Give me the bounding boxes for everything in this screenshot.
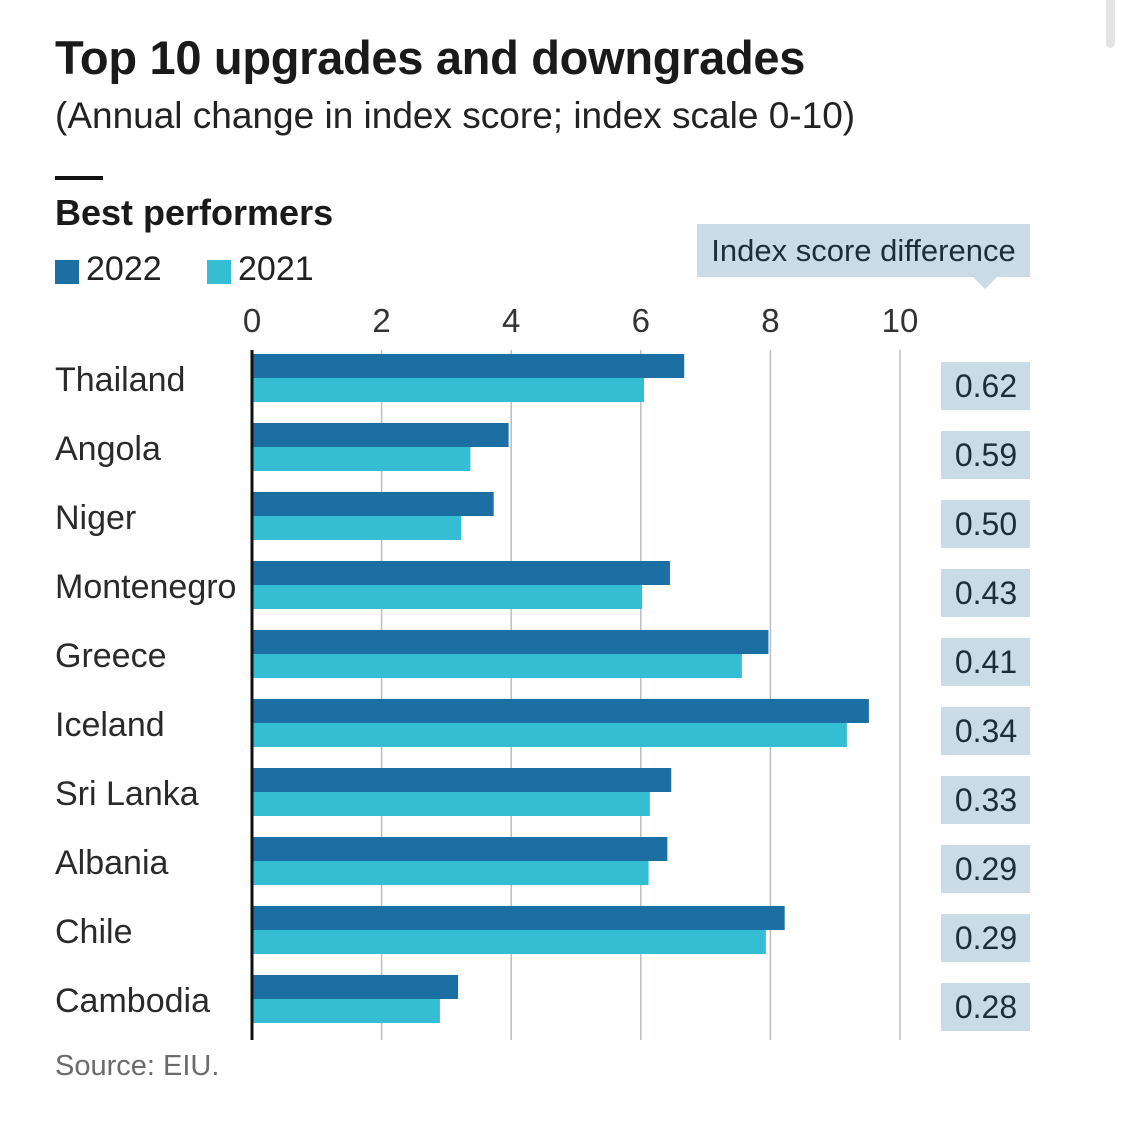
scrollbar-thumb[interactable] [1106, 0, 1115, 48]
difference-value: 0.29 [955, 920, 1017, 956]
difference-value: 0.33 [955, 782, 1017, 818]
x-tick-label-2: 2 [372, 302, 390, 339]
x-tick-label-8: 8 [761, 302, 779, 339]
difference-box [941, 845, 1030, 893]
difference-box [941, 362, 1030, 410]
difference-box [941, 707, 1030, 755]
bar-2021-cambodia [252, 999, 440, 1023]
category-label: Angola [55, 430, 161, 468]
legend-swatch-2022 [55, 260, 79, 284]
bar-2022-niger [252, 492, 494, 516]
difference-value: 0.29 [955, 851, 1017, 887]
x-tick-label-6: 6 [632, 302, 650, 339]
category-label: Greece [55, 637, 167, 675]
difference-box [941, 431, 1030, 479]
difference-box [941, 638, 1030, 686]
bar-2022-sri-lanka [252, 768, 672, 792]
bar-2021-angola [252, 447, 471, 471]
chart-subtitle: (Annual change in index score; index sca… [55, 95, 856, 136]
category-label: Cambodia [55, 982, 210, 1020]
category-label: Chile [55, 913, 132, 951]
bar-2022-angola [252, 423, 509, 447]
legend-swatch-2021 [207, 260, 231, 284]
title-rule [55, 176, 103, 180]
difference-box [941, 983, 1030, 1031]
bar-2022-thailand [252, 354, 685, 378]
bar-2022-chile [252, 906, 785, 930]
bar-2021-iceland [252, 723, 847, 747]
difference-value: 0.43 [955, 575, 1017, 611]
category-label: Iceland [55, 706, 165, 744]
bar-2022-cambodia [252, 975, 459, 999]
bar-2022-greece [252, 630, 769, 654]
difference-value: 0.34 [955, 713, 1017, 749]
bar-2022-montenegro [252, 561, 670, 585]
difference-header-pointer [973, 277, 997, 289]
difference-box [941, 569, 1030, 617]
x-tick-label-0: 0 [243, 302, 261, 339]
bar-2022-iceland [252, 699, 869, 723]
difference-box [941, 914, 1030, 962]
difference-value: 0.41 [955, 644, 1017, 680]
category-label: Albania [55, 844, 169, 882]
bar-2021-thailand [252, 378, 645, 402]
category-label: Niger [55, 499, 136, 537]
difference-value: 0.62 [955, 368, 1017, 404]
difference-value: 0.50 [955, 506, 1017, 542]
chart-title: Top 10 upgrades and downgrades [55, 31, 806, 84]
bar-2022-albania [252, 837, 668, 861]
category-label: Montenegro [55, 568, 236, 606]
difference-value: 0.28 [955, 989, 1017, 1025]
bar-2021-montenegro [252, 585, 643, 609]
section-title: Best performers [55, 192, 334, 233]
source-note: Source: EIU. [55, 1050, 220, 1082]
difference-box [941, 500, 1030, 548]
bar-2021-sri-lanka [252, 792, 650, 816]
x-tick-label-4: 4 [502, 302, 520, 339]
legend-label-2022: 2022 [86, 250, 162, 288]
difference-box [941, 776, 1030, 824]
bar-2021-niger [252, 516, 462, 540]
x-tick-label-10: 10 [882, 302, 919, 339]
category-label: Sri Lanka [55, 775, 199, 813]
category-label: Thailand [55, 361, 185, 399]
difference-header: Index score difference [697, 224, 1030, 277]
bar-2021-chile [252, 930, 766, 954]
bar-2021-greece [252, 654, 742, 678]
legend-label-2021: 2021 [238, 250, 314, 288]
difference-value: 0.59 [955, 437, 1017, 473]
bar-2021-albania [252, 861, 649, 885]
